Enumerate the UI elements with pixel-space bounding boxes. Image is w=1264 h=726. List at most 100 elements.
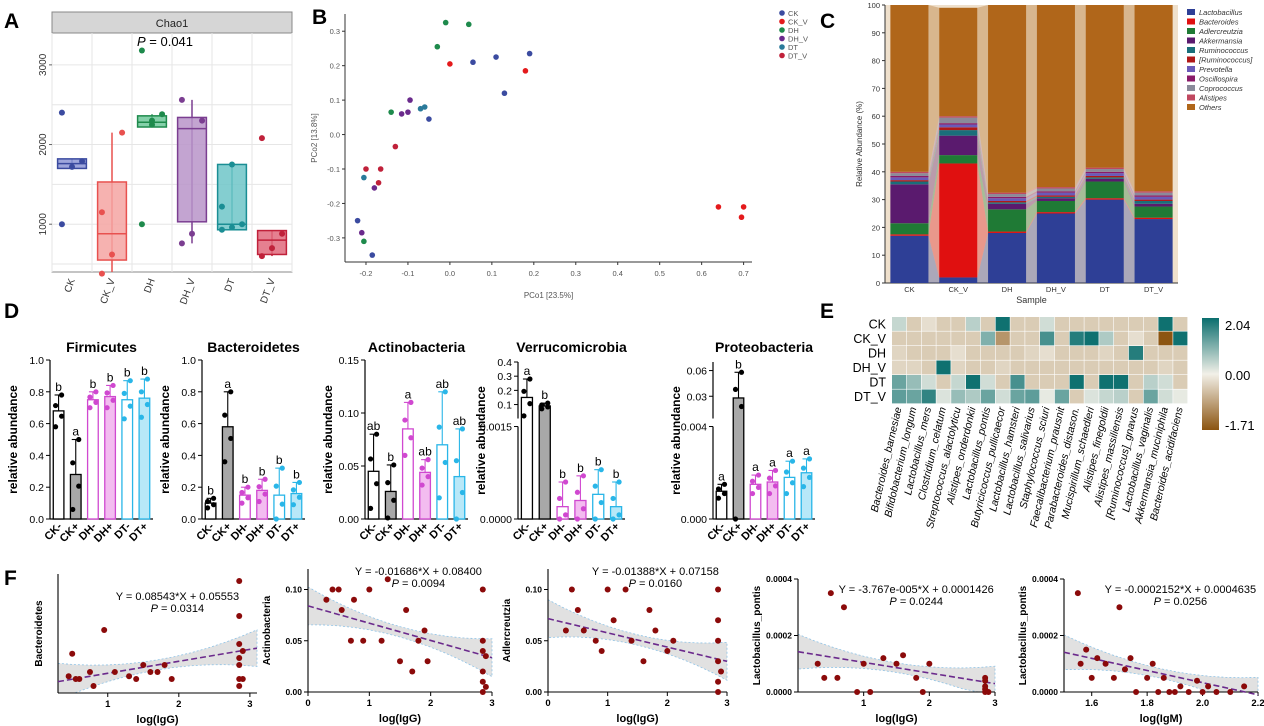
stack-ribbon xyxy=(1123,171,1135,197)
data-point xyxy=(397,658,403,665)
box-point xyxy=(109,251,115,258)
box-point xyxy=(258,135,265,142)
data-point xyxy=(1102,660,1109,667)
data-point xyxy=(982,677,989,684)
data-point xyxy=(562,627,569,634)
heatmap-cell xyxy=(1158,375,1173,389)
significance-letter: b xyxy=(124,366,131,380)
stack-segment-[Ruminococcus] xyxy=(1085,175,1124,178)
pcoa-point-DH xyxy=(465,21,472,28)
legend-swatch-Adlercreutzia xyxy=(1187,28,1195,34)
box-DH_V xyxy=(176,116,208,223)
bar-point xyxy=(104,390,110,396)
stack-segment-Akkermansia xyxy=(1036,198,1075,201)
bar-point xyxy=(144,376,151,382)
data-point xyxy=(1171,689,1178,695)
y-tick-label: -0.1 xyxy=(327,165,340,174)
bar-point xyxy=(521,413,527,419)
data-point xyxy=(1166,689,1173,695)
y-axis-label: Bacteroidetes xyxy=(34,600,45,667)
heatmap-cell xyxy=(1128,317,1143,331)
x-tick-label: DH xyxy=(143,277,158,294)
stack-segment-Others xyxy=(988,5,1027,193)
stack-segment-Adlercreutzia xyxy=(1134,206,1173,218)
stack-ribbon xyxy=(928,235,940,283)
significance-letter: b xyxy=(107,370,114,384)
data-point xyxy=(378,637,385,644)
box-point xyxy=(218,226,225,233)
stack-segment-Bacteroides xyxy=(1036,212,1075,214)
legend-label: [Ruminococcus] xyxy=(1198,56,1253,65)
heatmap-cell xyxy=(1158,317,1173,331)
heatmap-cell xyxy=(906,331,921,346)
stack-ribbon xyxy=(1123,177,1135,204)
legend-label: Bacteroides xyxy=(1199,18,1239,27)
confidence-band xyxy=(1063,634,1259,693)
bar-point xyxy=(616,479,622,485)
heatmap-cell xyxy=(1054,360,1069,375)
y-tick-label: 0.2 xyxy=(330,62,340,71)
pcoa-point-CK xyxy=(470,59,476,66)
bar-point xyxy=(204,505,211,511)
panel-a-boxplot: Chao1 1000 2000 3000 P = 0.041 CK CK_V DH DH_V DT… xyxy=(38,11,293,306)
stack-ribbon xyxy=(1123,169,1135,196)
significance-letter: a xyxy=(769,455,776,469)
data-point xyxy=(814,660,821,667)
bar-DT- xyxy=(436,444,449,520)
data-point xyxy=(147,669,154,675)
stack-segment-[Ruminococcus] xyxy=(1036,195,1075,197)
y-tick-label: 1.0 xyxy=(181,355,196,367)
data-point xyxy=(1094,655,1101,662)
data-point xyxy=(1077,660,1084,667)
panel-f-regressions: 1 2 3 log(IgG) Bacteroidetes Y = 0.08543*X + … xyxy=(34,566,1264,726)
significance-letter: a xyxy=(405,387,412,401)
x-axis-label: log(IgG) xyxy=(379,713,421,725)
box-DT_V xyxy=(256,229,288,256)
panel-letter-F: F xyxy=(4,567,17,590)
y-axis-label: Lactobacillus_pontis xyxy=(752,585,763,685)
regression-subplot-0: 1 2 3 log(IgG) Bacteroidetes Y = 0.08543*X + … xyxy=(34,574,258,726)
stack-segment-Others xyxy=(1134,5,1173,192)
x-tick-label: 0.2 xyxy=(529,269,539,278)
heatmap-cell xyxy=(1010,389,1025,404)
bar-point xyxy=(296,494,303,500)
data-point xyxy=(580,627,587,634)
bar-point xyxy=(402,417,408,423)
p-italic: P xyxy=(151,603,159,615)
heatmap-cell xyxy=(1040,360,1055,375)
heatmap-cell xyxy=(980,389,995,404)
stack-segment-Ruminococcus xyxy=(1134,200,1173,204)
significance-letter: b xyxy=(242,472,249,486)
x-tick-label: 2.2 xyxy=(1251,698,1264,709)
bar-subplot-Proteobacteria: Proteobacteria relative abundance 0.000 0.0… xyxy=(669,339,815,545)
y-tick-label: 0.3 xyxy=(497,371,512,383)
x-tick-label: 3 xyxy=(724,698,729,709)
pcoa-point-DH_V xyxy=(407,97,413,103)
bar-point xyxy=(772,467,779,474)
regression-equation: Y = -0.0002152*X + 0.0004635 xyxy=(1105,584,1257,596)
heatmap-cell xyxy=(1099,346,1114,360)
data-point xyxy=(415,637,422,644)
bar-point xyxy=(783,490,790,497)
bar-point xyxy=(367,505,374,511)
data-point xyxy=(1177,683,1184,690)
regression-equation: Y = -0.01686*X + 0.08400 xyxy=(355,566,482,578)
bar-point xyxy=(256,484,262,490)
data-point xyxy=(482,683,489,690)
data-point xyxy=(90,683,97,689)
y-tick-label: 0.8 xyxy=(29,387,44,399)
regression-p-value: P = 0.0256 xyxy=(1154,596,1208,608)
heatmap-cell xyxy=(951,317,966,331)
significance-letter: b xyxy=(293,467,300,481)
box-point xyxy=(149,117,155,124)
pcoa-point-CK_V xyxy=(447,61,453,67)
heatmap-cell xyxy=(1099,331,1114,346)
heatmap-cell xyxy=(1143,346,1158,360)
heatmap-cell xyxy=(1128,360,1143,375)
heatmap-cell xyxy=(1025,331,1040,346)
y-tick-label: 0.3 xyxy=(330,27,340,36)
data-point xyxy=(335,586,342,593)
bar-point xyxy=(749,478,756,484)
bar-point xyxy=(408,435,414,441)
